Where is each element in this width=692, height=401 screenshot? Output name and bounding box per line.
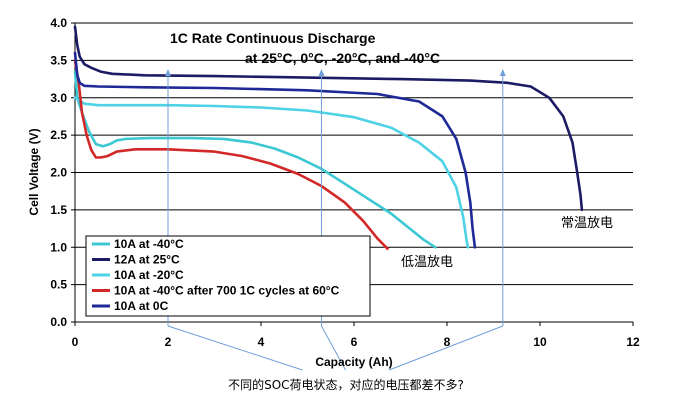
- legend-label-2: 10A at -20°C: [114, 268, 184, 282]
- legend-label-3: 10A at -40°C after 700 1C cycles at 60°C: [114, 284, 340, 298]
- x-tick-label-0: 0: [72, 335, 79, 349]
- x-axis-title: Capacity (Ah): [315, 355, 392, 369]
- y-axis-title: Cell Voltage (V): [27, 128, 41, 215]
- arrow-diagonal-1: [321, 325, 346, 371]
- legend-label-1: 12A at 25°C: [114, 253, 180, 267]
- y-tick-label-4: 2.0: [50, 166, 67, 180]
- chart-title-line2: at 25°C, 0°C, -20°C, and -40°C: [245, 50, 440, 66]
- legend-box: [85, 235, 371, 317]
- legend-label-0: 10A at -40°C: [114, 237, 184, 251]
- arrow-diagonal-2: [388, 325, 503, 371]
- series-lines: [73, 25, 584, 250]
- x-tick-label-3: 6: [351, 335, 358, 349]
- x-tick-label-4: 8: [444, 335, 451, 349]
- y-tick-label-6: 3.0: [50, 91, 67, 105]
- y-tick-label-2: 1.0: [50, 240, 67, 254]
- y-tick-label-0: 0.0: [50, 315, 67, 329]
- x-tick-label-2: 4: [258, 335, 265, 349]
- bottom-caption: 不同的SOC荷电状态，对应的电压都差不多?: [228, 377, 464, 392]
- y-tick-label-8: 4.0: [50, 16, 67, 30]
- series-line-1: [73, 25, 584, 212]
- low-temp-discharge-label: 低温放电: [401, 255, 453, 270]
- x-tick-label-1: 2: [165, 335, 172, 349]
- series-line-3: [73, 59, 389, 250]
- room-temp-discharge-label: 常温放电: [561, 216, 613, 231]
- legend-label-4: 10A at 0C: [114, 299, 169, 313]
- y-tick-label-1: 0.5: [50, 278, 67, 292]
- y-tick-label-5: 2.5: [50, 128, 67, 142]
- y-tick-labels: 0.0 0.5 1.0 1.5 2.0 2.5 3.0 3.5 4.0: [50, 16, 75, 329]
- x-tick-label-6: 12: [626, 335, 640, 349]
- y-tick-label-7: 3.5: [50, 53, 67, 67]
- x-tick-label-5: 10: [533, 335, 547, 349]
- y-tick-label-3: 1.5: [50, 203, 67, 217]
- series-line-0: [73, 70, 437, 249]
- chart-title-line1: 1C Rate Continuous Discharge: [170, 30, 376, 46]
- series-line-4: [73, 51, 477, 249]
- series-line-2: [73, 96, 470, 249]
- arrow-diagonal-0: [167, 325, 303, 371]
